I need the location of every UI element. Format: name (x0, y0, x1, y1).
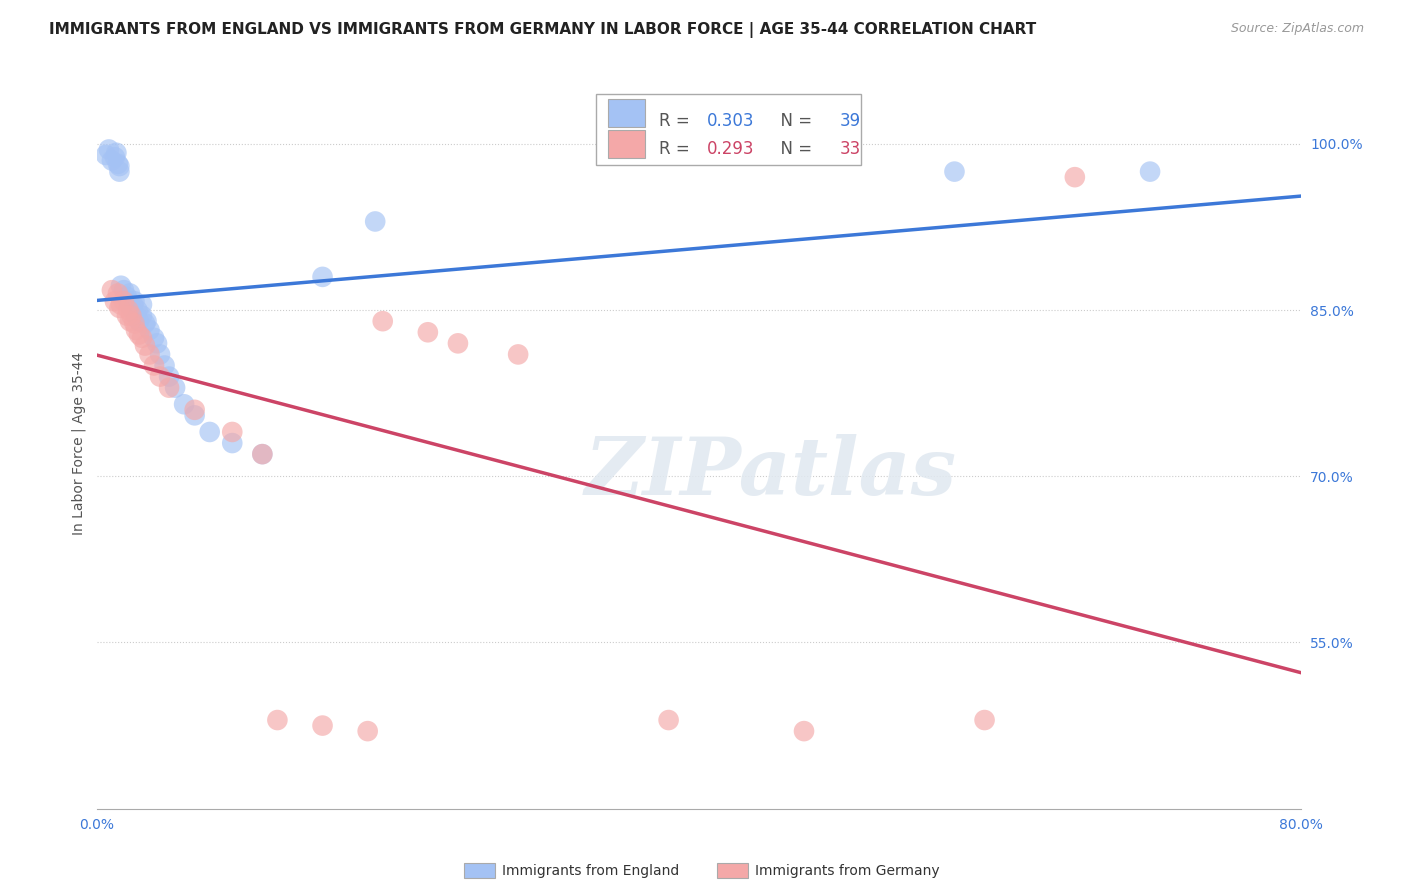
Point (146, 336, 169, 351)
Point (124, 294, 146, 309)
Point (110, 278, 132, 293)
Point (105, 145, 128, 160)
Point (104, 294, 127, 309)
FancyBboxPatch shape (609, 99, 644, 128)
Point (125, 309, 148, 323)
Point (108, 159, 131, 173)
Point (1139, 164, 1161, 178)
Text: Source: ZipAtlas.com: Source: ZipAtlas.com (1230, 22, 1364, 36)
Point (416, 325, 439, 339)
Text: ZIPatlas: ZIPatlas (585, 434, 957, 511)
Text: Immigrants from Germany: Immigrants from Germany (755, 863, 939, 878)
Y-axis label: In Labor Force | Age 35-44: In Labor Force | Age 35-44 (72, 351, 86, 534)
Text: N =: N = (769, 140, 817, 158)
Point (117, 294, 139, 309)
Point (112, 283, 135, 297)
Point (101, 153, 124, 168)
Point (135, 314, 157, 328)
Point (138, 323, 160, 337)
FancyBboxPatch shape (609, 130, 644, 158)
Point (120, 309, 142, 323)
Point (131, 331, 153, 345)
Point (127, 303, 149, 318)
Point (108, 164, 131, 178)
Point (128, 314, 150, 328)
Text: 0.303: 0.303 (707, 112, 755, 130)
Point (1063, 170, 1085, 185)
Point (112, 294, 135, 309)
Point (311, 718, 333, 732)
Point (117, 303, 139, 318)
Point (157, 381, 180, 395)
Point (97, 143, 120, 157)
Point (943, 164, 966, 178)
Point (221, 436, 243, 450)
Point (143, 359, 166, 373)
Text: 0.293: 0.293 (707, 140, 755, 158)
Point (107, 286, 129, 301)
Point (165, 381, 187, 395)
Point (104, 150, 127, 164)
Point (124, 317, 146, 331)
Point (252, 447, 274, 461)
Point (183, 402, 205, 417)
Point (364, 214, 387, 228)
Text: IMMIGRANTS FROM ENGLAND VS IMMIGRANTS FROM GERMANY IN LABOR FORCE | AGE 35-44 CO: IMMIGRANTS FROM ENGLAND VS IMMIGRANTS FR… (49, 22, 1036, 38)
Text: R =: R = (659, 112, 695, 130)
Point (131, 297, 153, 311)
Point (357, 724, 380, 739)
Point (134, 317, 156, 331)
Text: Immigrants from England: Immigrants from England (502, 863, 679, 878)
Point (143, 331, 166, 345)
Point (149, 369, 172, 384)
Point (122, 297, 145, 311)
Point (153, 359, 176, 373)
Point (793, 724, 815, 739)
Point (94, 148, 117, 162)
Point (125, 323, 148, 337)
Point (149, 347, 172, 361)
Point (110, 297, 132, 311)
Point (115, 309, 138, 323)
Point (138, 347, 160, 361)
Point (198, 425, 221, 439)
Point (973, 713, 995, 727)
Point (447, 336, 470, 351)
Point (658, 713, 681, 727)
Point (221, 425, 243, 439)
Point (266, 713, 288, 727)
Text: 39: 39 (839, 112, 860, 130)
Text: R =: R = (659, 140, 695, 158)
Point (173, 397, 195, 411)
Point (157, 369, 180, 384)
Point (371, 314, 394, 328)
Point (134, 338, 156, 352)
Point (508, 347, 530, 361)
Point (128, 327, 150, 342)
Point (120, 301, 142, 315)
Point (107, 157, 129, 171)
Point (311, 269, 333, 284)
Point (115, 290, 138, 304)
Point (131, 309, 153, 323)
Point (118, 286, 141, 301)
Point (118, 314, 141, 328)
Text: N =: N = (769, 112, 817, 130)
Point (252, 447, 274, 461)
Point (101, 283, 124, 297)
Text: 33: 33 (839, 140, 860, 158)
Point (183, 409, 205, 423)
FancyBboxPatch shape (596, 94, 862, 165)
Point (108, 301, 131, 315)
